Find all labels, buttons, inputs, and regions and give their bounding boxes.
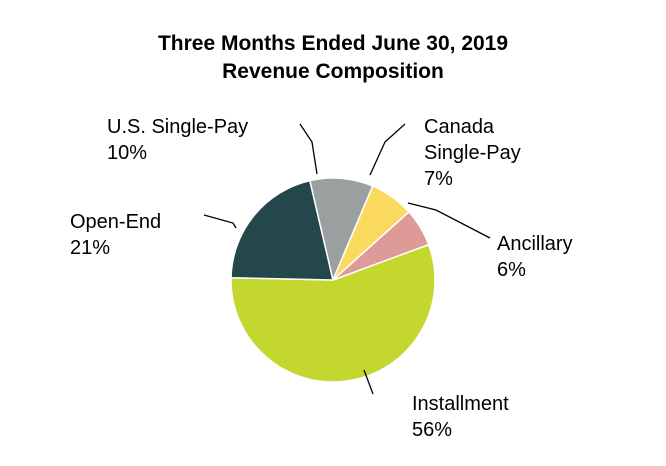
pie-slice-ancillary (332, 211, 430, 281)
chart-subtitle: Revenue Composition (222, 60, 444, 83)
slice-label-canada-single-pay: Canada Single-Pay 7% (424, 116, 521, 190)
leader-line-canada-single-pay (369, 123, 406, 176)
slice-label-open-end: Open-End 21% (70, 211, 161, 259)
slice-value-label: 21% (70, 237, 110, 259)
slice-value-label: 10% (107, 142, 147, 164)
slice-name-label: Single-Pay (424, 142, 521, 164)
slice-label-installment: Installment 56% (412, 393, 509, 441)
slice-name-label: Ancillary (497, 233, 573, 255)
slice-label-u-s-single-pay: U.S. Single-Pay 10% (107, 116, 248, 164)
pie-slices (230, 177, 436, 383)
leader-line-ancillary (407, 202, 491, 239)
leader-line-u-s-single-pay (299, 123, 318, 175)
chart-title: Three Months Ended June 30, 2019 (157, 32, 509, 55)
slice-value-label: 56% (412, 419, 452, 441)
leader-line-open-end (203, 214, 237, 229)
chart-title-block: Three Months Ended June 30, 2019 Revenue… (0, 30, 666, 86)
slice-name-label: Open-End (70, 211, 161, 233)
pie-slice-open-end (230, 179, 334, 281)
slice-value-label: 6% (497, 259, 526, 281)
slice-name-label: Installment (412, 393, 509, 415)
slice-label-ancillary: Ancillary 6% (497, 233, 573, 281)
slice-name-label: Canada (424, 116, 495, 138)
slice-labels: Installment 56% Open-End 21% U.S. Single-Pay… (70, 116, 573, 441)
leader-lines (203, 123, 491, 395)
slice-value-label: 7% (424, 168, 453, 190)
leader-line-installment (363, 369, 374, 395)
slice-name-label: U.S. Single-Pay (107, 116, 248, 138)
